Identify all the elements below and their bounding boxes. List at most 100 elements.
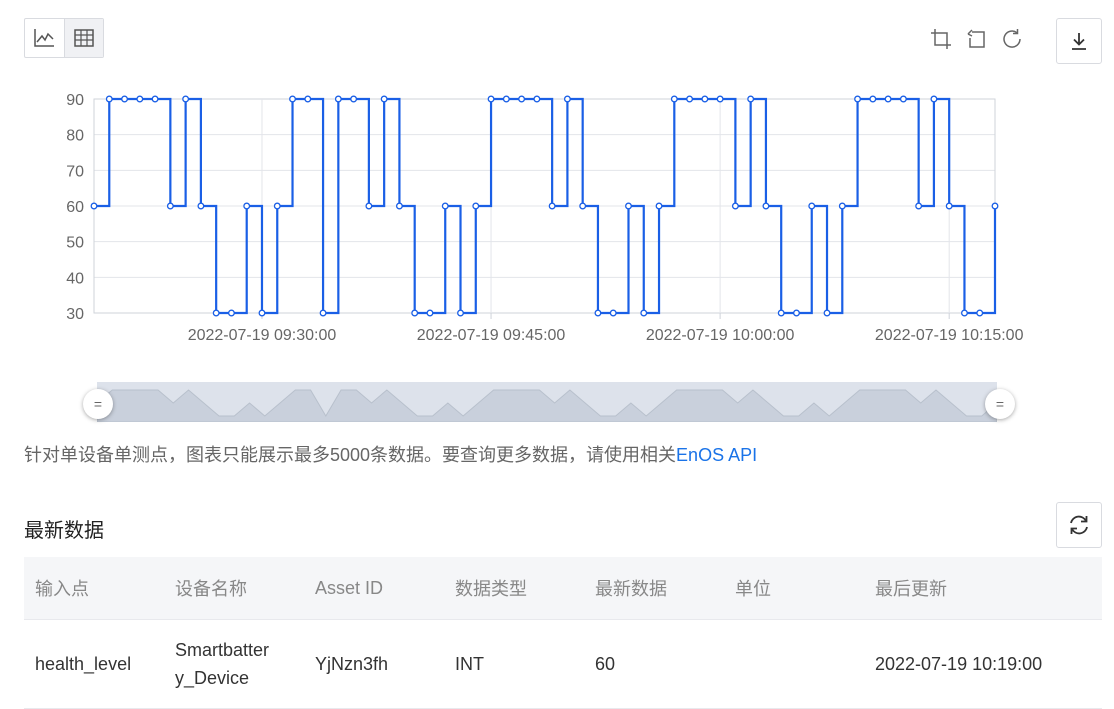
data-point xyxy=(548,202,556,210)
data-point xyxy=(899,95,907,103)
x-axis: 2022-07-19 09:30:00 2022-07-19 09:45:00 20… xyxy=(188,313,1024,344)
data-point xyxy=(227,309,235,317)
data-point xyxy=(212,309,220,317)
data-point xyxy=(915,202,923,210)
data-point xyxy=(808,202,816,210)
data-point xyxy=(502,95,510,103)
y-tick-label: 30 xyxy=(66,306,84,323)
data-point xyxy=(151,95,159,103)
line-chart-icon xyxy=(34,29,55,47)
table-view-button[interactable] xyxy=(63,19,103,57)
data-point xyxy=(518,95,526,103)
crop-icon[interactable] xyxy=(929,27,953,51)
data-point xyxy=(411,309,419,317)
col-input-point: 输入点 xyxy=(35,579,89,599)
col-latest-value: 最新数据 xyxy=(595,579,667,599)
y-axis: 30 40 50 60 70 80 90 xyxy=(66,92,84,323)
cell-unit xyxy=(724,620,864,708)
x-tick-label: 2022-07-19 10:15:00 xyxy=(875,327,1024,344)
data-point xyxy=(625,202,632,210)
data-point xyxy=(747,95,755,103)
col-data-type: 数据类型 xyxy=(455,579,527,599)
series-health-level xyxy=(90,95,999,317)
data-point xyxy=(289,95,296,103)
undo-icon[interactable] xyxy=(965,27,989,51)
data-point xyxy=(884,95,892,103)
data-point xyxy=(838,202,846,210)
data-point xyxy=(609,309,617,317)
x-tick-label: 2022-07-19 09:45:00 xyxy=(417,327,566,344)
download-icon xyxy=(1072,33,1086,50)
data-point xyxy=(655,202,663,210)
x-tick-label: 2022-07-19 09:30:00 xyxy=(188,327,337,344)
data-point xyxy=(334,95,342,103)
data-point xyxy=(563,95,571,103)
y-tick-label: 90 xyxy=(66,92,84,109)
series-line xyxy=(94,97,997,315)
refresh-icon[interactable] xyxy=(1000,27,1024,51)
data-point xyxy=(121,95,128,103)
cell-input-point: health_level xyxy=(35,654,132,674)
data-point xyxy=(579,202,587,210)
data-point xyxy=(304,95,312,103)
col-last-update: 最后更新 xyxy=(875,579,947,599)
data-point xyxy=(487,95,495,103)
data-point xyxy=(182,95,190,103)
data-point xyxy=(961,309,968,317)
y-tick-label: 80 xyxy=(66,128,84,145)
y-tick-label: 40 xyxy=(66,270,84,287)
latest-data-refresh-button[interactable] xyxy=(1056,502,1102,548)
table-row: health_level Smartbatter y_Device YjNzn3… xyxy=(24,620,1102,709)
data-point xyxy=(670,95,678,103)
data-point xyxy=(166,202,174,210)
download-button[interactable] xyxy=(1056,18,1102,64)
data-point xyxy=(426,309,434,317)
data-point xyxy=(380,95,388,103)
col-device-name: 设备名称 xyxy=(175,579,247,599)
y-tick-label: 70 xyxy=(66,163,84,180)
data-point xyxy=(976,309,984,317)
data-limit-notice: 针对单设备单测点，图表只能展示最多5000条数据。要查询更多数据，请使用相关En… xyxy=(24,441,757,467)
cell-asset-id: YjNzn3fh xyxy=(315,654,389,674)
cell-latest-value: 60 xyxy=(595,654,616,674)
latest-data-title: 最新数据 xyxy=(24,520,104,542)
data-point xyxy=(731,202,739,210)
y-tick-label: 60 xyxy=(66,199,84,216)
data-point xyxy=(823,309,831,317)
data-point xyxy=(686,95,694,103)
data-point xyxy=(441,202,449,210)
cell-last-update: 2022-07-19 10:19:00 xyxy=(875,654,1043,674)
data-point xyxy=(395,202,403,210)
slider-left-handle[interactable]: = xyxy=(83,389,113,419)
chart-grid xyxy=(93,98,996,314)
x-tick-label: 2022-07-19 10:00:00 xyxy=(646,327,795,344)
line-chart-view-button[interactable] xyxy=(25,19,64,57)
data-point xyxy=(945,202,953,210)
data-point xyxy=(869,95,877,103)
data-point xyxy=(640,309,648,317)
refresh-icon xyxy=(1070,515,1088,535)
data-point xyxy=(793,309,800,317)
slider-right-handle[interactable]: = xyxy=(985,389,1015,419)
data-point xyxy=(350,95,358,103)
view-toggle xyxy=(24,18,104,58)
table-header: 输入点 设备名称 Asset ID 数据类型 最新数据 单位 最后更新 xyxy=(24,557,1102,620)
data-point xyxy=(716,95,724,103)
notice-text: 针对单设备单测点，图表只能展示最多5000条数据。要查询更多数据，请使用相关 xyxy=(24,445,677,465)
data-point xyxy=(701,95,709,103)
data-point xyxy=(243,202,251,210)
latest-data-table: 输入点 设备名称 Asset ID 数据类型 最新数据 单位 最后更新 heal… xyxy=(24,557,1102,709)
data-point xyxy=(457,309,464,317)
data-point xyxy=(777,309,785,317)
data-point xyxy=(472,202,480,210)
y-tick-label: 50 xyxy=(66,235,84,252)
data-point xyxy=(854,95,862,103)
data-point xyxy=(762,202,770,210)
cell-device-name: Smartbatter y_Device xyxy=(175,640,270,688)
data-point xyxy=(105,95,113,103)
zoom-slider[interactable] xyxy=(97,382,997,422)
data-point xyxy=(991,202,999,210)
data-point xyxy=(594,309,602,317)
enos-api-link[interactable]: EnOS API xyxy=(676,445,758,465)
